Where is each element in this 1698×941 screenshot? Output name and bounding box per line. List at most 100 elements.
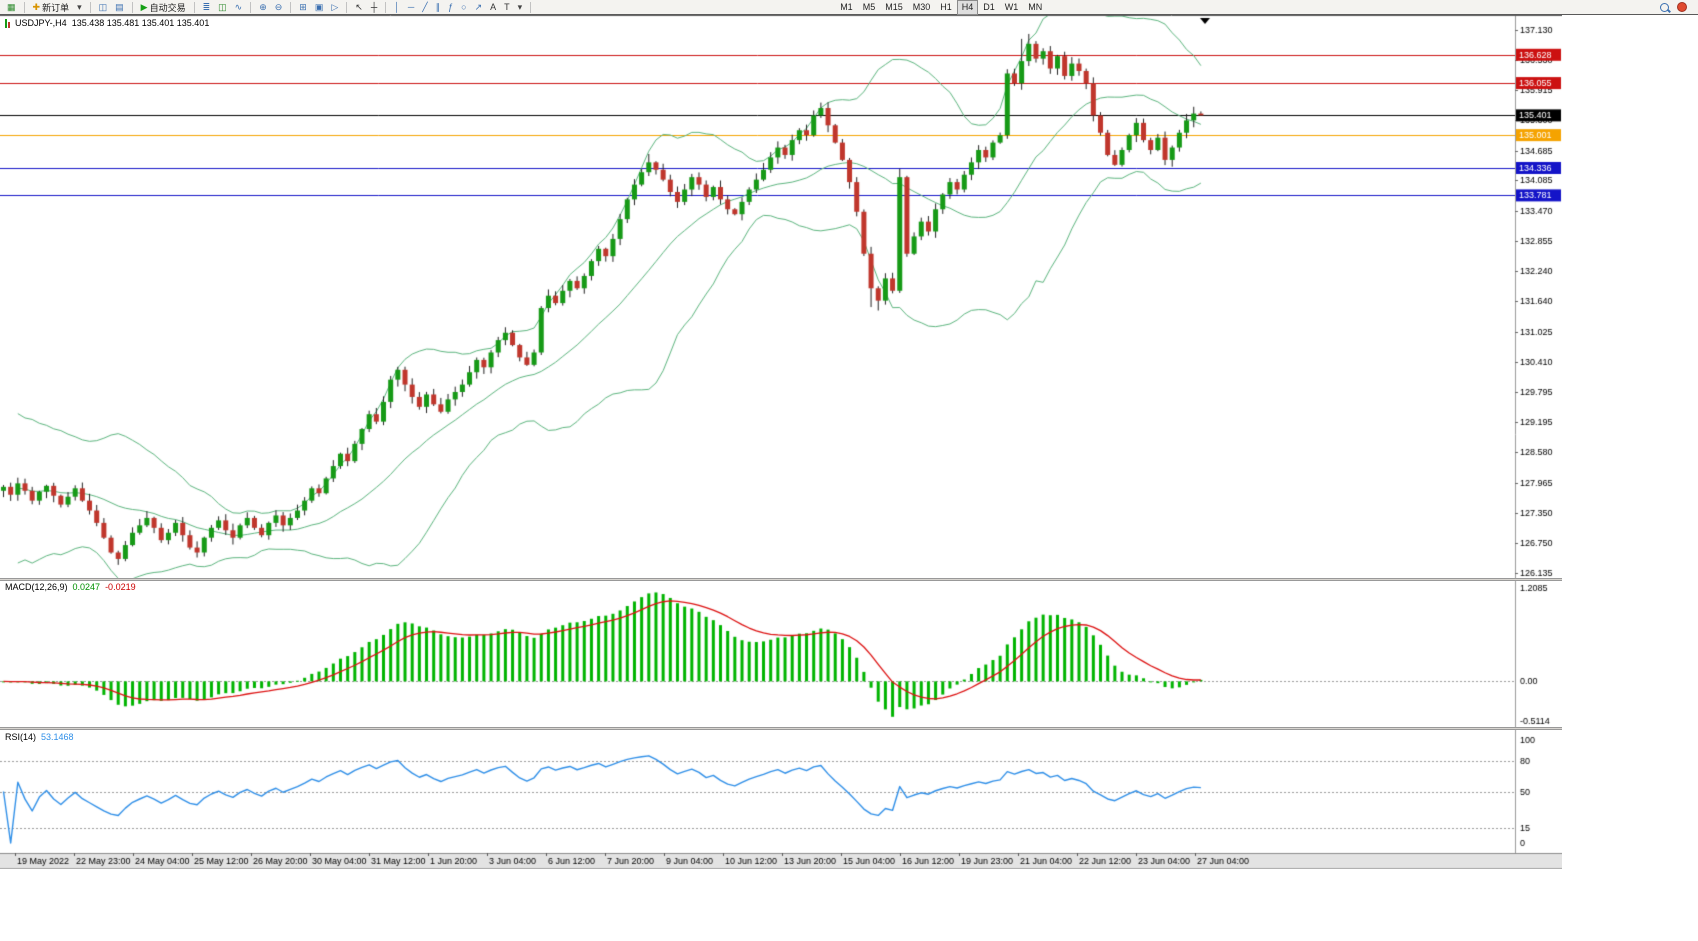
new-order-button[interactable]: ✚ 新订单: [30, 0, 73, 15]
timeframe-m1-button[interactable]: M1: [840, 1, 853, 12]
auto-scroll-button[interactable]: ▣: [312, 0, 327, 15]
chart-canvas[interactable]: [0, 15, 1562, 869]
fibonacci-button-icon: ƒ: [448, 1, 454, 12]
toolbar-group: │ ─ ╱ ∥ ƒ ○ ↗ A T ▾: [390, 1, 526, 14]
arrows-button-icon: ↗: [474, 1, 483, 12]
vertical-line-button[interactable]: │: [391, 0, 403, 15]
timeframe-d1-button[interactable]: D1: [983, 1, 995, 12]
new-order-button-label: 新订单: [42, 2, 70, 13]
symbol-period-text: USDJPY-,H4: [15, 18, 67, 28]
shapes-button[interactable]: ○: [458, 0, 469, 15]
tile-windows-button-icon: ⊞: [299, 1, 307, 12]
timeframe-m30-button[interactable]: M30: [912, 1, 931, 12]
toolbar-group: ▦: [3, 1, 20, 14]
more-tools-arrow-icon: ▾: [517, 1, 523, 12]
timeframe-h4-button[interactable]: H4: [956, 0, 979, 15]
toolbar-separator: [385, 1, 387, 13]
new-order-menu-arrow[interactable]: ▾: [74, 0, 85, 15]
autotrading-button-label: 自动交易: [149, 2, 186, 13]
timeframe-mn-button[interactable]: MN: [1028, 1, 1043, 12]
toolbar-separator: [131, 1, 133, 13]
profiles-button[interactable]: ▤: [112, 0, 127, 15]
bar-chart-type-button-icon: ≣: [202, 1, 211, 12]
candlestick-chart-type-button-icon: ◫: [218, 1, 227, 12]
arrows-button[interactable]: ↗: [472, 0, 486, 15]
panel-splitter-rsi[interactable]: [0, 727, 1562, 730]
profiles-button-icon: ▤: [115, 1, 124, 12]
new-chart-button[interactable]: ▦: [4, 0, 19, 15]
zoom-in-button-icon: ⊕: [259, 1, 267, 12]
autotrading-button[interactable]: ▶ 自动交易: [138, 0, 189, 15]
more-tools-arrow[interactable]: ▾: [515, 0, 526, 15]
cursor-button[interactable]: ↖: [352, 0, 366, 15]
zoom-out-button-icon: ⊖: [274, 1, 283, 12]
vertical-line-button-icon: │: [394, 1, 400, 12]
macd-main-value: 0.0247: [72, 582, 101, 592]
channel-button[interactable]: ∥: [433, 0, 444, 15]
macd-name-text: MACD(12,26,9): [5, 582, 68, 592]
macd-indicator-label: MACD(12,26,9) 0.0247 -0.0219: [5, 582, 136, 592]
chart-shift-button-icon: ▷: [331, 1, 339, 12]
zoom-out-button[interactable]: ⊖: [272, 0, 286, 15]
toolbar-separator: [346, 1, 348, 13]
text-label-button[interactable]: T: [501, 0, 513, 15]
horizontal-line-button[interactable]: ─: [405, 0, 417, 15]
panel-splitter-macd[interactable]: [0, 578, 1562, 581]
toolbar-group: ≣ ◫ ∿: [199, 1, 247, 14]
candlestick-chart-type-button[interactable]: ◫: [215, 0, 230, 15]
toolbar-group: ▶ 自动交易: [137, 1, 190, 14]
text-label-button-icon: T: [504, 1, 510, 12]
charts-window-button-icon: ◫: [98, 1, 108, 12]
macd-signal-value: -0.0219: [105, 582, 136, 592]
timeframe-h1-button[interactable]: H1: [940, 1, 952, 12]
bar-chart-type-button[interactable]: ≣: [200, 0, 214, 15]
new-chart-button-icon: ▦: [7, 1, 16, 12]
charts-window-button[interactable]: ◫: [96, 0, 111, 15]
timeframe-m15-button[interactable]: M15: [885, 1, 903, 12]
toolbar-separator: [530, 1, 532, 13]
channel-button-icon: ∥: [435, 1, 441, 12]
trendline-button[interactable]: ╱: [419, 0, 430, 15]
timeframe-w1-button[interactable]: W1: [1004, 1, 1019, 12]
auto-scroll-button-icon: ▣: [314, 1, 324, 12]
ohlc-values-text: 135.438 135.481 135.401 135.401: [71, 18, 210, 28]
toolbar-separator: [193, 1, 195, 13]
line-chart-type-button-icon: ∿: [234, 1, 243, 12]
community-icon[interactable]: [1677, 2, 1687, 12]
toolbar-group: ⊕ ⊖: [255, 1, 286, 14]
rsi-value: 53.1468: [41, 732, 74, 742]
text-button[interactable]: A: [487, 0, 499, 15]
zoom-in-button[interactable]: ⊕: [256, 0, 270, 15]
toolbar-group: ⊞ ▣ ▷: [295, 1, 342, 14]
rsi-name-text: RSI(14): [5, 732, 37, 742]
fibonacci-button[interactable]: ƒ: [445, 0, 456, 15]
toolbar-separator: [89, 1, 91, 13]
timeframe-m5-button[interactable]: M5: [862, 1, 876, 12]
crosshair-button[interactable]: ┼: [368, 0, 380, 15]
symbol-ohlc-label: USDJPY-,H4 135.438 135.481 135.401 135.4…: [5, 18, 209, 28]
horizontal-line-button-icon: ─: [407, 1, 415, 12]
crosshair-button-icon: ┼: [370, 1, 378, 12]
autotrading-button-icon: ▶: [140, 1, 148, 12]
toolbar-right-group: [1660, 2, 1687, 12]
chart-window-icon: [5, 18, 10, 28]
cursor-button-icon: ↖: [355, 1, 363, 12]
chart-shift-button[interactable]: ▷: [328, 0, 341, 15]
tile-windows-button[interactable]: ⊞: [296, 0, 310, 15]
toolbar-separator: [290, 1, 292, 13]
text-button-icon: A: [490, 1, 497, 12]
toolbar-separator: [23, 1, 25, 13]
toolbar-group: ◫ ▤: [95, 1, 128, 14]
search-icon[interactable]: [1660, 2, 1669, 12]
toolbar-group: ✚ 新订单 ▾: [29, 1, 86, 14]
trendline-button-icon: ╱: [422, 1, 428, 12]
rsi-indicator-label: RSI(14) 53.1468: [5, 732, 74, 742]
shapes-button-icon: ○: [461, 1, 467, 12]
new-order-menu-arrow-icon: ▾: [77, 1, 82, 12]
line-chart-type-button[interactable]: ∿: [232, 0, 246, 15]
timeframe-group: M1 M5 M15 M30 H1 H4 D1 W1 MN: [835, 0, 1047, 15]
toolbar-separator: [250, 1, 252, 13]
new-order-button-icon: ✚: [32, 1, 41, 12]
toolbar-group: ↖ ┼: [351, 1, 381, 14]
